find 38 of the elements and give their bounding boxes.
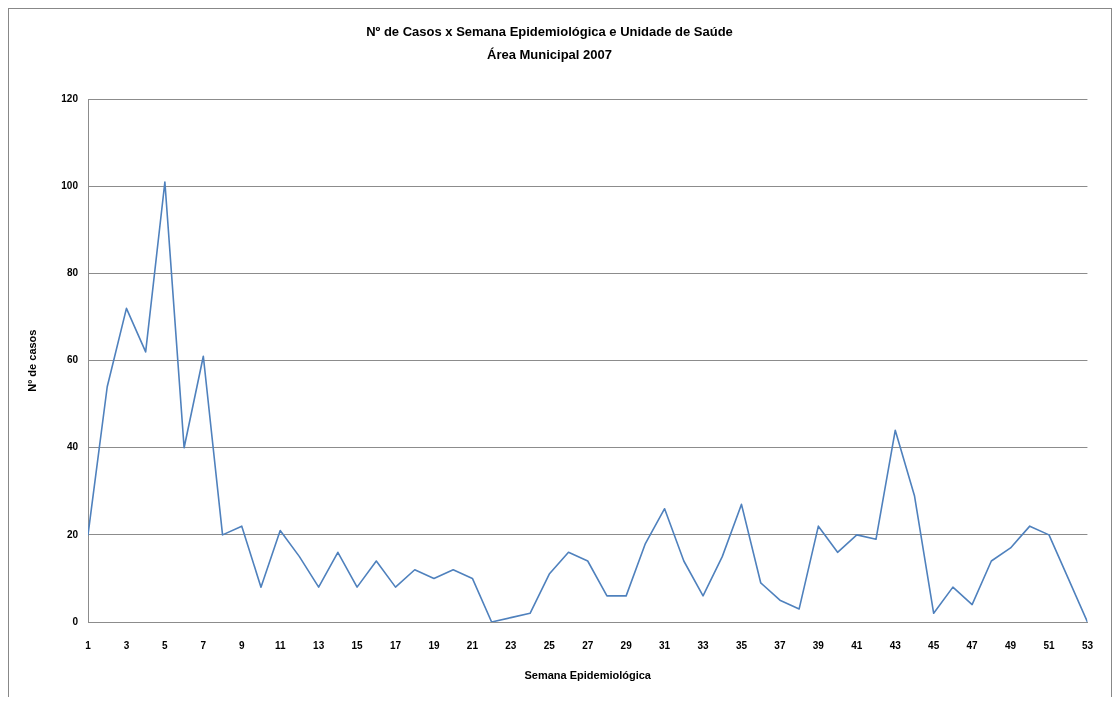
x-tick-label: 37 <box>774 639 786 651</box>
x-tick-label: 35 <box>735 639 748 651</box>
y-tick-label: 100 <box>61 180 79 192</box>
x-tick-label: 49 <box>1005 639 1017 651</box>
x-tick-label: 45 <box>928 639 940 651</box>
x-tick-label: 33 <box>697 639 710 651</box>
y-tick-label: 0 <box>72 615 79 627</box>
y-tick-label: 20 <box>66 528 79 540</box>
x-tick-label: 3 <box>123 639 130 651</box>
y-tick-label: 40 <box>66 441 79 453</box>
x-tick-label: 7 <box>200 639 207 651</box>
x-tick-label: 47 <box>966 639 979 651</box>
x-tick-label: 53 <box>1081 639 1094 651</box>
x-tick-label: 39 <box>812 639 825 651</box>
x-tick-label: 27 <box>582 639 594 651</box>
x-tick-label: 17 <box>389 639 402 651</box>
x-tick-label: 23 <box>505 639 517 651</box>
y-tick-label: 80 <box>66 267 79 279</box>
chart-title: Nº de Casos x Semana Epidemiológica e Unidade de Saúde <box>366 24 733 40</box>
x-tick-label: 29 <box>620 639 633 651</box>
y-tick-label: 60 <box>66 354 79 366</box>
x-tick-label: 9 <box>238 639 245 651</box>
x-tick-label: 25 <box>543 639 556 651</box>
x-tick-label: 31 <box>659 639 671 651</box>
x-tick-label: 13 <box>313 639 325 651</box>
y-axis-title: Nº de casos <box>25 329 38 392</box>
x-tick-label: 21 <box>466 639 479 651</box>
x-tick-label: 15 <box>351 639 364 651</box>
y-tick-label: 120 <box>61 92 79 104</box>
x-tick-label: 41 <box>851 639 863 651</box>
x-tick-label: 1 <box>85 639 92 651</box>
x-tick-label: 5 <box>162 639 169 651</box>
x-axis-title: Semana Epidemiológica <box>524 669 652 682</box>
chart-subtitle: Área Municipal 2007 <box>487 46 612 62</box>
x-tick-label: 43 <box>889 639 902 651</box>
x-tick-label: 11 <box>274 639 286 651</box>
x-tick-label: 51 <box>1043 639 1055 651</box>
x-tick-label: 19 <box>428 639 440 651</box>
